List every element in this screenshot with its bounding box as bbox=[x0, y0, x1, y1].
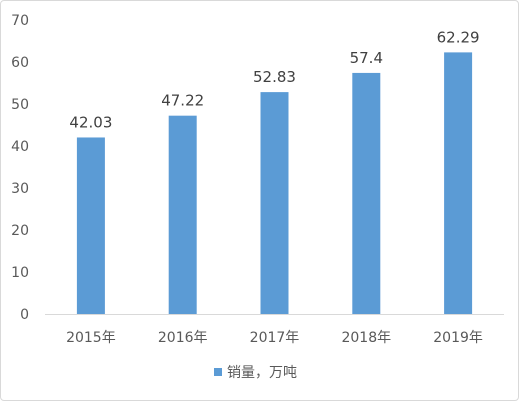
y-tick-label: 10 bbox=[11, 265, 29, 281]
data-label: 52.83 bbox=[253, 68, 296, 86]
x-tick-label: 2016年 bbox=[158, 330, 208, 346]
x-tick-label: 2018年 bbox=[341, 330, 391, 346]
y-tick-label: 20 bbox=[11, 223, 29, 239]
bar bbox=[352, 72, 381, 314]
data-labels: 42.03 47.22 52.83 57.4 62.29 bbox=[69, 28, 479, 131]
legend-swatch bbox=[214, 368, 222, 376]
data-label: 57.4 bbox=[350, 49, 383, 67]
bar bbox=[444, 52, 473, 315]
data-label: 62.29 bbox=[437, 28, 480, 46]
x-axis: 2015年 2016年 2017年 2018年 2019年 bbox=[66, 330, 483, 346]
x-tick-label: 2015年 bbox=[66, 330, 116, 346]
data-label: 47.22 bbox=[161, 92, 204, 110]
x-tick-label: 2019年 bbox=[433, 330, 483, 346]
bar bbox=[168, 115, 197, 315]
y-tick-label: 60 bbox=[11, 55, 29, 71]
bar bbox=[260, 92, 289, 314]
y-tick-label: 0 bbox=[20, 307, 29, 323]
y-tick-label: 70 bbox=[11, 13, 29, 29]
y-tick-label: 30 bbox=[11, 181, 29, 197]
bar bbox=[76, 137, 105, 314]
y-tick-label: 50 bbox=[11, 97, 29, 113]
legend-label: 销量，万吨 bbox=[227, 365, 297, 381]
x-tick-label: 2017年 bbox=[250, 330, 300, 346]
y-axis: 0 10 20 30 40 50 60 70 bbox=[11, 13, 29, 323]
data-label: 42.03 bbox=[69, 113, 112, 131]
bars bbox=[76, 52, 473, 315]
legend: 销量，万吨 bbox=[214, 365, 297, 381]
y-tick-label: 40 bbox=[11, 139, 29, 155]
